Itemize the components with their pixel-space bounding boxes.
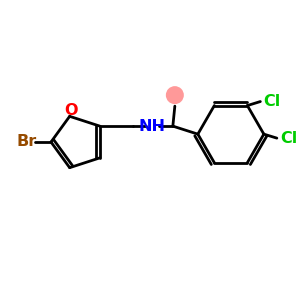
Text: Cl: Cl (264, 94, 281, 109)
Text: O: O (64, 103, 77, 118)
Text: Cl: Cl (280, 130, 298, 146)
Circle shape (166, 86, 184, 104)
Text: Br: Br (17, 134, 37, 149)
Text: NH: NH (138, 118, 165, 134)
